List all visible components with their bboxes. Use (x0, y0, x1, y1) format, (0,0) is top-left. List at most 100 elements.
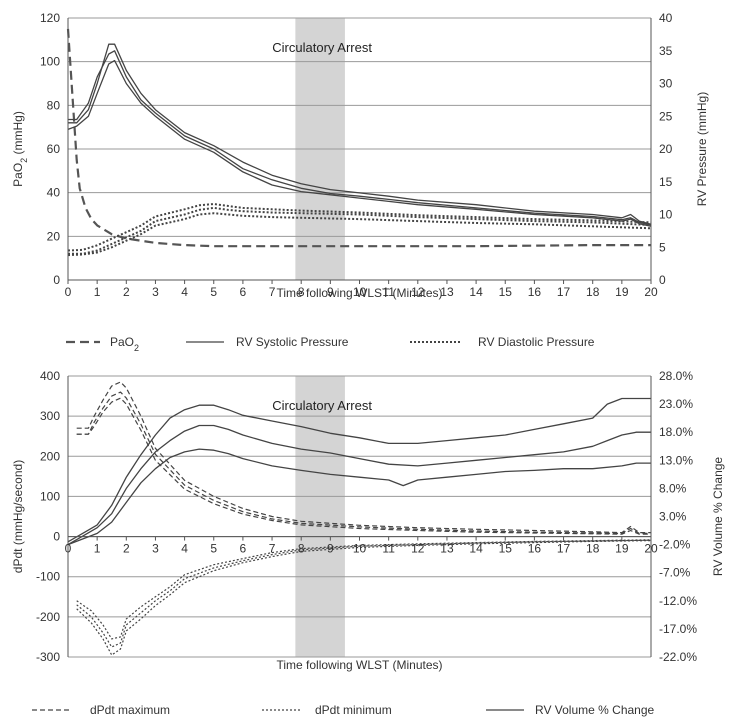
series-line-3 (76, 539, 652, 640)
series-line-8 (67, 448, 651, 546)
y-tick-label-right: 13.0% (659, 453, 693, 467)
legend-label-rv-systolic: RV Systolic Pressure (236, 335, 349, 349)
x-axis-title: Time following WLST (Minutes) (276, 286, 442, 300)
series-line-6 (67, 397, 651, 543)
x-tick-label: 12 (411, 542, 425, 556)
series-line-4 (68, 206, 652, 255)
tick-labels: 0 1 2 3 4 5 6 7 8 9 10 11 12 13 14 15 16 17 18 19 20-300-200… (36, 369, 697, 664)
x-tick-label: 19 (615, 285, 629, 299)
series-line-1 (68, 43, 652, 225)
y-tick-label-left: -100 (36, 570, 60, 584)
legend-label-pao2-main: PaO (110, 335, 134, 349)
circulatory-arrest-shading (295, 376, 345, 657)
series-line-5 (67, 203, 652, 252)
y-tick-label-right: -22.0% (659, 650, 697, 664)
y-tick-label-right: 3.0% (659, 510, 687, 524)
x-tick-label: 18 (586, 542, 600, 556)
series-line-6 (67, 212, 652, 257)
y-axis-title-right: RV Pressure (mmHg) (695, 92, 709, 206)
legend: dPdt maximum dPdt minimum RV Volume % Ch… (32, 703, 655, 717)
x-tick-label: 1 (94, 285, 101, 299)
legend: PaO2 RV Systolic Pressure RV Diastolic P… (66, 335, 595, 353)
x-tick-label: 11 (382, 542, 395, 556)
y-tick-label-left: 0 (53, 273, 60, 287)
y-tick-label-left: 400 (40, 369, 60, 383)
y-tick-label-left: -200 (36, 610, 60, 624)
x-tick-label: 8 (298, 542, 305, 556)
series-line-2 (76, 397, 651, 535)
x-tick-label: 15 (499, 542, 513, 556)
y-axis-title-right: RV Volume % Change (711, 457, 725, 577)
x-tick-label: 9 (327, 542, 334, 556)
y-tick-label-right: 30 (659, 77, 673, 91)
y-tick-label-left: 40 (47, 186, 61, 200)
axes (67, 376, 652, 657)
x-tick-label: 7 (269, 542, 276, 556)
annotation-circulatory-arrest: Circulatory Arrest (272, 40, 372, 55)
series-line-1 (76, 391, 651, 535)
y-tick-label-right: 0 (659, 273, 666, 287)
x-tick-label: 11 (382, 285, 395, 299)
x-tick-label: 2 (123, 285, 130, 299)
legend-label-rv-volume: RV Volume % Change (535, 703, 655, 717)
x-tick-label: 4 (181, 542, 188, 556)
legend-label-dpdt-maximum: dPdt maximum (90, 703, 170, 717)
x-tick-label: 13 (440, 285, 454, 299)
series-line-3 (68, 50, 652, 226)
x-tick-label: 18 (586, 285, 600, 299)
y-tick-label-left: 100 (40, 55, 60, 69)
tick-labels: 0 1 2 3 4 5 6 7 8 9 10 11 12 13 14 15 16 17 18 19 2002040608… (40, 11, 673, 299)
x-tick-label: 15 (499, 285, 513, 299)
x-tick-label: 3 (152, 285, 159, 299)
series-line-2 (67, 59, 652, 227)
y-axis-title-left-unit: (mmHg) (11, 111, 25, 158)
y-tick-label-right: 8.0% (659, 481, 687, 495)
axes (67, 18, 652, 284)
x-tick-label: 4 (181, 285, 188, 299)
y-tick-label-left: 60 (47, 142, 61, 156)
y-tick-label-right: -12.0% (659, 594, 697, 608)
y-tick-label-right: 15 (659, 175, 673, 189)
series-line-7 (67, 424, 651, 546)
x-tick-label: 2 (123, 542, 130, 556)
grid-lines (68, 375, 651, 658)
y-tick-label-left: 80 (47, 98, 61, 112)
series-line-5 (76, 540, 652, 656)
legend-label-pao2: PaO2 (110, 335, 139, 353)
series-lines (67, 381, 652, 656)
x-tick-label: 7 (269, 285, 276, 299)
x-tick-label: 14 (469, 542, 483, 556)
y-tick-label-left: -300 (36, 650, 60, 664)
y-tick-label-right: 23.0% (659, 397, 693, 411)
x-tick-label: 17 (557, 285, 571, 299)
y-tick-label-right: -7.0% (659, 566, 691, 580)
y-tick-label-right: 20 (659, 142, 673, 156)
legend-label-dpdt-minimum: dPdt minimum (315, 703, 392, 717)
y-axis-title-left: dPdt (mmHg/second) (11, 460, 25, 573)
y-tick-label-left: 200 (40, 449, 60, 463)
dpdt-rv-volume-chart: 0 1 2 3 4 5 6 7 8 9 10 11 12 13 14 15 16 17 18 19 20-300-200… (11, 369, 725, 717)
y-tick-label-right: 10 (659, 208, 673, 222)
y-tick-label-right: 5 (659, 240, 666, 254)
x-axis-title: Time following WLST (Minutes) (276, 658, 442, 672)
y-tick-label-left: 20 (47, 229, 61, 243)
x-tick-label: 6 (240, 285, 247, 299)
pao2-rv-pressure-chart: 0 1 2 3 4 5 6 7 8 9 10 11 12 13 14 15 16 17 18 19 2002040608… (11, 11, 709, 353)
x-tick-label: 10 (353, 285, 367, 299)
x-tick-label: 5 (210, 285, 217, 299)
annotation-circulatory-arrest: Circulatory Arrest (272, 398, 372, 413)
y-tick-label-left: 300 (40, 409, 60, 423)
y-tick-label-right: -17.0% (659, 622, 697, 636)
x-tick-label: 19 (615, 542, 629, 556)
y-tick-label-right: -2.0% (659, 538, 691, 552)
series-lines (66, 28, 652, 257)
x-tick-label: 6 (240, 542, 247, 556)
x-tick-label: 16 (528, 285, 542, 299)
x-tick-label: 20 (644, 542, 658, 556)
y-axis-title-left-subscript: 2 (19, 158, 29, 163)
y-tick-label-right: 28.0% (659, 369, 693, 383)
x-tick-label: 13 (440, 542, 454, 556)
x-tick-label: 16 (528, 542, 542, 556)
y-axis-title-left: PaO2 (mmHg) (11, 111, 29, 187)
